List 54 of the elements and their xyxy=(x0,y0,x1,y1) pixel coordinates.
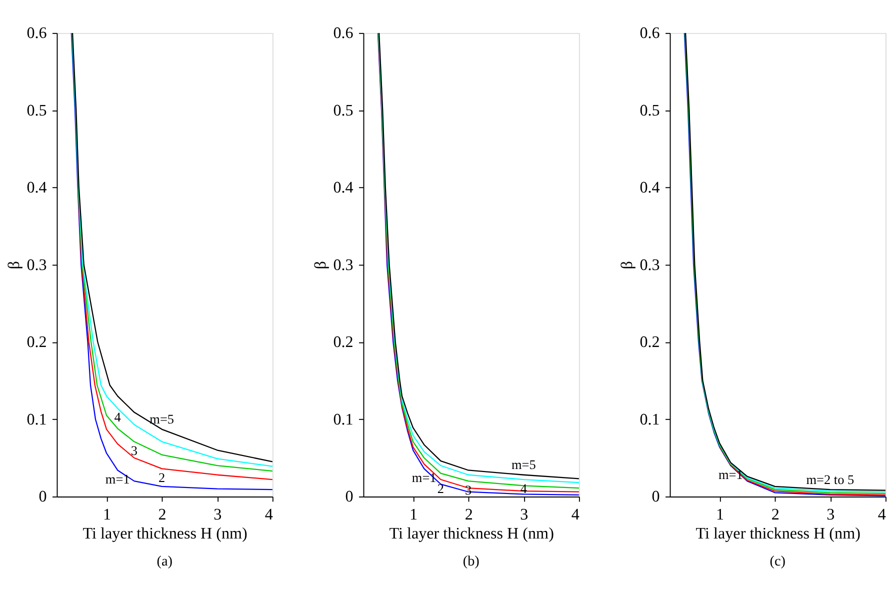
x-tick-label: 1 xyxy=(410,506,418,524)
text: (c) xyxy=(770,554,786,570)
y-tick-label: 0.1 xyxy=(640,411,660,428)
x-tick-label: 1 xyxy=(102,506,112,524)
annotation: m=5 xyxy=(150,412,174,427)
x-tick-label: 2 xyxy=(464,506,473,524)
text: (a) xyxy=(156,554,173,570)
annotation: m=1 xyxy=(105,471,130,486)
y-tick-label: 0.6 xyxy=(26,25,47,42)
text: (b) xyxy=(462,554,480,570)
x-axis-title: Ti layer thickness H (nm) xyxy=(82,526,248,543)
annotation: m=1 xyxy=(412,470,436,485)
line-series xyxy=(702,380,886,492)
annotation: 2 xyxy=(437,480,444,496)
y-tick-label: 0.1 xyxy=(26,411,47,428)
y-tick-label: 0.2 xyxy=(333,334,354,352)
y-tick-label: 0 xyxy=(345,488,354,506)
x-tick-label: 4 xyxy=(878,506,886,524)
y-tick-label: 0.5 xyxy=(26,102,47,120)
y-tick-label: 0.2 xyxy=(640,334,660,352)
x-tick-label: 4 xyxy=(264,506,273,524)
x-tick-label: 3 xyxy=(214,506,222,524)
y-tick-label: 0.3 xyxy=(640,256,660,274)
line-series xyxy=(718,446,886,496)
y-tick-label: 0.6 xyxy=(640,25,660,42)
annotation: m=5 xyxy=(511,457,536,472)
x-axis-title: Ti layer thickness H (nm) xyxy=(696,526,860,543)
y-tick-label: 0.1 xyxy=(333,411,354,428)
annotation: m=2 to 5 xyxy=(806,472,855,487)
y-tick-label: 0.6 xyxy=(333,25,354,42)
y-tick-label: 0 xyxy=(38,488,47,506)
x-axis-title: Ti layer thickness H (nm) xyxy=(389,526,554,543)
x-tick-label: 2 xyxy=(771,506,780,524)
y-tick-label: 0.3 xyxy=(333,256,354,274)
y-tick-label: 0.4 xyxy=(333,180,354,197)
y-axis-title: β xyxy=(619,261,636,270)
y-tick-label: 0.5 xyxy=(640,102,660,120)
y-tick-label: 0 xyxy=(652,488,660,506)
x-tick-label: 3 xyxy=(826,506,835,524)
annotation: 4 xyxy=(114,410,122,425)
x-tick-label: 3 xyxy=(520,506,528,524)
y-tick-label: 0.4 xyxy=(26,180,47,197)
annotation: 2 xyxy=(158,470,166,485)
y-tick-label: 0.4 xyxy=(640,180,660,197)
y-tick-label: 0.3 xyxy=(26,256,47,274)
annotation: 3 xyxy=(130,442,138,458)
y-axis-title: β xyxy=(6,261,24,270)
x-tick-label: 1 xyxy=(716,506,724,524)
y-tick-label: 0.2 xyxy=(26,334,47,352)
y-axis-title: β xyxy=(312,261,330,270)
annotation: m=1 xyxy=(718,466,743,482)
y-tick-label: 0.5 xyxy=(333,102,354,120)
x-tick-label: 4 xyxy=(571,506,580,524)
x-tick-label: 2 xyxy=(158,506,166,524)
